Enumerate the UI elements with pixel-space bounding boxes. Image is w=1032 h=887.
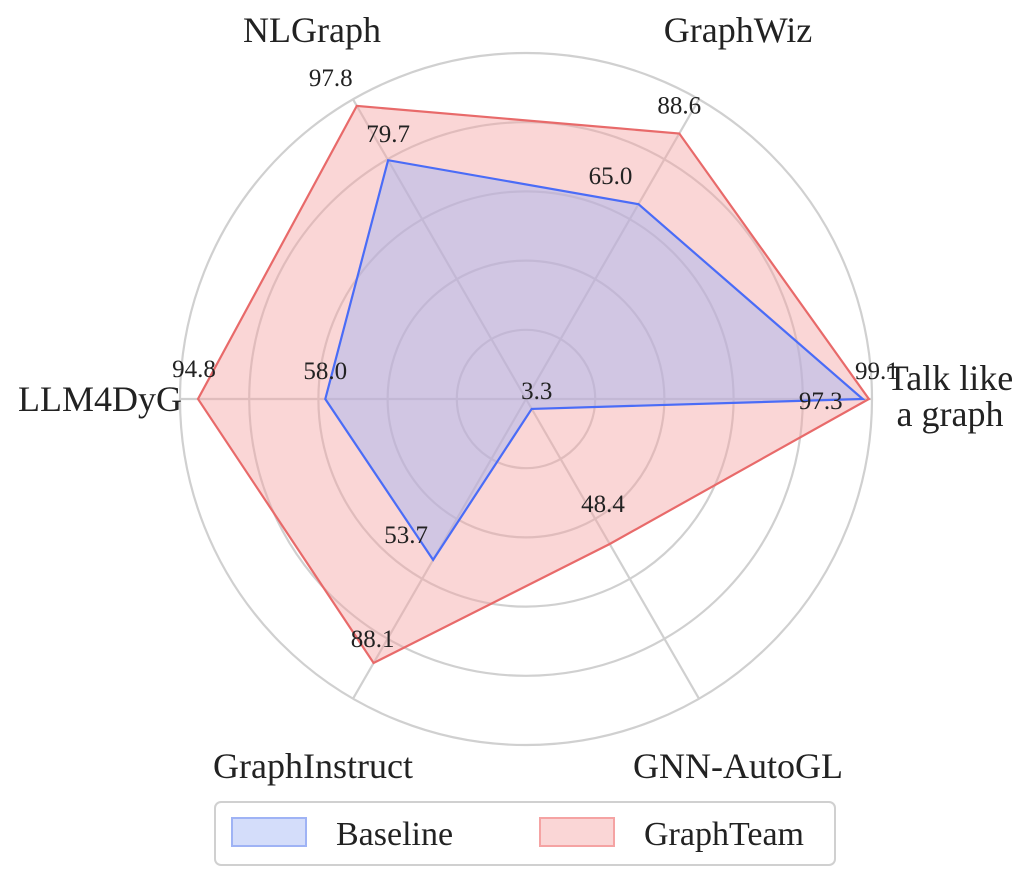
value-label-baseline: 53.7 xyxy=(384,522,428,549)
axis-label: NLGraph xyxy=(243,10,381,50)
value-label-baseline: 65.0 xyxy=(589,163,633,190)
legend-label-baseline: Baseline xyxy=(336,816,453,853)
axis-label: GraphWiz xyxy=(664,10,812,50)
axis-label: LLM4DyG xyxy=(18,379,182,419)
axis-label: GNN-AutoGL xyxy=(633,746,843,786)
legend: Baseline GraphTeam xyxy=(215,802,835,865)
value-label-graphteam: 99.1 xyxy=(855,358,899,385)
value-label-graphteam: 48.4 xyxy=(581,491,625,518)
value-label-graphteam: 97.8 xyxy=(309,65,353,92)
value-label-graphteam: 88.6 xyxy=(657,93,701,120)
value-label-graphteam: 88.1 xyxy=(351,626,395,653)
value-label-baseline: 58.0 xyxy=(303,358,347,385)
legend-swatch-baseline xyxy=(232,818,306,846)
value-label-graphteam: 94.8 xyxy=(172,356,216,383)
value-label-baseline: 3.3 xyxy=(521,378,552,405)
legend-label-graphteam: GraphTeam xyxy=(644,816,804,853)
legend-swatch-graphteam xyxy=(540,818,614,846)
value-label-baseline: 79.7 xyxy=(366,121,410,148)
axis-label: GraphInstruct xyxy=(213,746,413,786)
value-label-baseline: 97.3 xyxy=(799,388,843,415)
